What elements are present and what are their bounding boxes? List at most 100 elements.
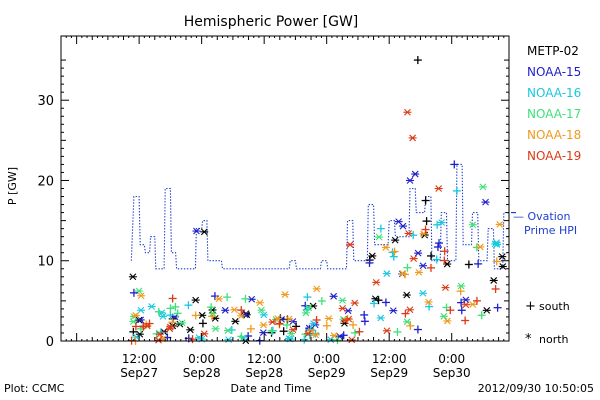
point-north: [338, 304, 347, 312]
point-south: [452, 186, 461, 195]
point-stroke: [155, 336, 162, 344]
point-stroke: [248, 295, 256, 303]
point-stroke: [399, 270, 407, 278]
point-stroke: [289, 326, 297, 334]
y-tick-label: 0: [46, 335, 54, 350]
point-south: [450, 160, 459, 169]
point-north: [288, 318, 297, 325]
point-south: [223, 293, 232, 302]
point-stroke: [310, 320, 317, 328]
point-north: [208, 306, 217, 314]
point-stroke: [419, 289, 427, 297]
point-stroke: [129, 273, 137, 281]
point-stroke: [344, 307, 352, 315]
point-stroke: [498, 253, 506, 261]
x-tick-label-time: 12:00: [247, 352, 282, 366]
point-stroke: [462, 301, 470, 309]
point-stroke: [304, 330, 312, 338]
ovation-hpi-line: [130, 163, 509, 270]
legend-entry: METP-02: [527, 44, 579, 58]
legend-entry: NOAA-18: [527, 128, 581, 142]
point-south: [292, 322, 301, 331]
point-south: [421, 196, 430, 205]
point-stroke: [148, 303, 156, 310]
point-south: [422, 217, 431, 226]
point-north: [476, 243, 485, 251]
point-north: [257, 306, 266, 314]
legend: METP-02 NOAA-15 NOAA-16 NOAA-17 NOAA-18 NOAA-…: [527, 44, 581, 163]
point-north: [409, 255, 418, 263]
point-south: [267, 326, 276, 335]
point-stroke: [231, 306, 238, 314]
point-south: [300, 335, 309, 344]
point-stroke: [411, 170, 419, 178]
point-south: [303, 293, 312, 302]
point-north: [200, 228, 209, 236]
point-stroke: [368, 252, 376, 260]
point-stroke: [166, 323, 174, 331]
point-south: [406, 321, 415, 330]
point-south: [474, 259, 483, 268]
point-stroke: [490, 277, 498, 284]
point-stroke: [499, 263, 507, 270]
point-north: [329, 292, 338, 300]
point-stroke: [159, 313, 167, 320]
point-south: [171, 302, 180, 311]
point-stroke: [389, 307, 397, 315]
x-tick-label-date: Sep30: [433, 366, 471, 380]
point-stroke: [186, 326, 194, 334]
point-north: [443, 317, 452, 325]
legend-entry: NOAA-17: [527, 107, 581, 121]
point-north: [211, 325, 220, 333]
point-south: [188, 335, 197, 344]
point-north: [382, 327, 391, 335]
point-north: [402, 291, 411, 299]
point-south: [403, 263, 412, 272]
point-stroke: [224, 327, 232, 334]
point-north: [326, 336, 335, 344]
point-south: [349, 320, 358, 329]
point-stroke: [289, 318, 297, 325]
point-south: [207, 303, 216, 312]
point-south: [237, 332, 246, 341]
point-stroke: [256, 299, 264, 307]
point-north: [289, 326, 298, 334]
point-north: [259, 321, 268, 329]
point-north: [399, 222, 408, 230]
point-north: [403, 318, 412, 326]
point-north: [441, 284, 450, 291]
point-north: [324, 315, 333, 322]
point-south: [208, 312, 217, 321]
point-stroke: [221, 306, 229, 314]
point-north: [231, 317, 240, 325]
point-south: [282, 321, 291, 330]
point-north: [382, 270, 391, 277]
point-stroke: [198, 311, 206, 319]
x-tick-label-time: 12:00: [122, 352, 157, 366]
point-north: [414, 249, 423, 257]
point-north: [304, 304, 313, 312]
point-stroke: [375, 233, 383, 241]
point-south: [166, 304, 175, 313]
point-north: [492, 241, 501, 248]
point-south: [477, 311, 486, 320]
point-stroke: [215, 295, 223, 303]
point-north: [259, 329, 268, 337]
point-north: [192, 227, 201, 235]
point-south: [389, 252, 398, 261]
ovation-legend-line-1: — Ovation: [513, 210, 571, 223]
point-stroke: [404, 108, 411, 116]
point-north: [424, 298, 433, 306]
point-north: [408, 134, 417, 142]
point-stroke: [330, 332, 338, 339]
point-stroke: [399, 222, 407, 230]
point-stroke: [482, 198, 489, 206]
legend-entry: NOAA-19: [527, 149, 581, 163]
point-stroke: [339, 304, 347, 312]
point-south: [413, 56, 422, 65]
point-south: [237, 306, 246, 315]
point-north: [285, 315, 294, 323]
point-north: [468, 221, 477, 229]
x-tick-label-date: Sep27: [120, 366, 158, 380]
